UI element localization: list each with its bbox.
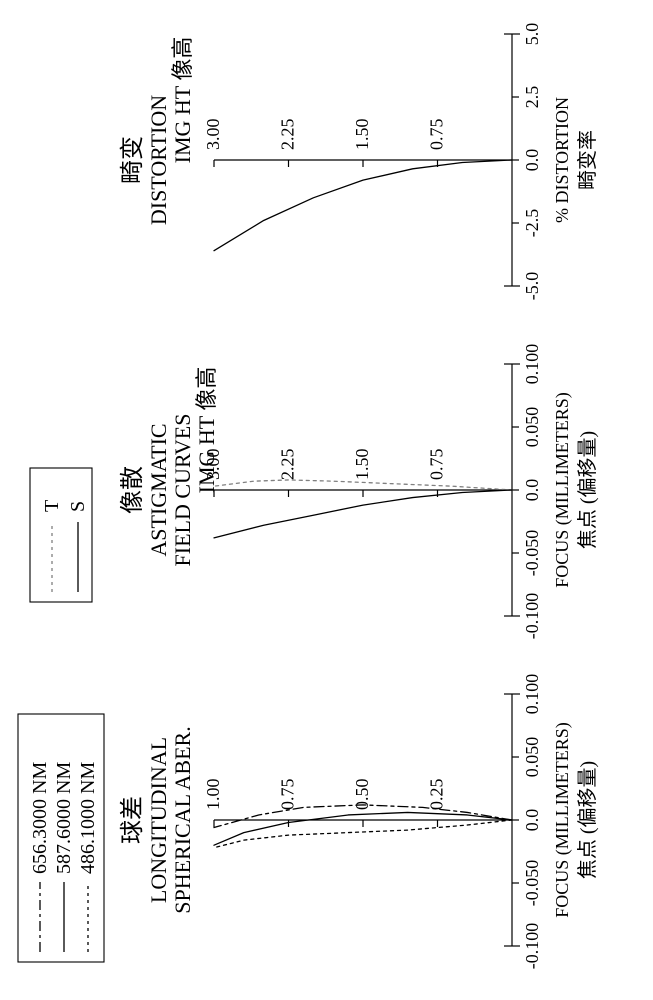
astig-xtick: 0.0 [522, 479, 542, 502]
legend-label: 486.1000 NM [77, 762, 99, 874]
astig-xtick: -0.100 [522, 593, 542, 640]
lsa-xtick: -0.100 [522, 923, 542, 970]
legend-label: T [41, 500, 63, 512]
lsa-ytick: 0.25 [427, 779, 447, 811]
astig-title-en: ASTIGMATIC [146, 423, 171, 556]
figure-canvas: 656.3000 NM587.6000 NM486.1000 NM TS 球差LON… [0, 0, 653, 1000]
lsa-title-en: LONGITUDINAL [146, 737, 171, 903]
astig-xtick: 0.050 [522, 407, 542, 448]
aberration-figure: 656.3000 NM587.6000 NM486.1000 NM TS 球差LON… [0, 0, 653, 1000]
dist-ytick: 1.50 [352, 119, 372, 151]
lsa-xlabel-cn: 焦点 (偏移量) [576, 761, 599, 879]
dist-imght: IMG HT 像高 [170, 37, 195, 164]
legend-label: S [67, 501, 89, 512]
lsa-ytick: 1.00 [203, 779, 223, 811]
dist-xtick: -5.0 [522, 272, 542, 301]
dist-xlabel-en: % DISTORTION [552, 97, 572, 223]
dist-title-cn: 畸变 [119, 136, 146, 184]
dist-xtick: 2.5 [522, 86, 542, 109]
dist-ytick: 3.00 [203, 119, 223, 151]
lsa-xtick: 0.100 [522, 674, 542, 715]
astig-xtick: 0.100 [522, 344, 542, 385]
astig-ytick: 0.75 [427, 449, 447, 481]
lsa-xtick: 0.0 [522, 809, 542, 832]
astig-ytick: 3.00 [203, 449, 223, 481]
astig-xlabel-en: FOCUS (MILLIMETERS) [552, 392, 573, 588]
dist-xtick: 5.0 [522, 23, 542, 46]
astig-ytick: 2.25 [278, 449, 298, 481]
dist-ytick: 2.25 [278, 119, 298, 151]
lsa-xtick: 0.050 [522, 737, 542, 778]
astig-xtick: -0.050 [522, 530, 542, 577]
ts-legend [30, 468, 92, 602]
legend-label: 656.3000 NM [29, 762, 51, 874]
astig-title-cn: 像散 [119, 466, 146, 514]
dist-ytick: 0.75 [427, 119, 447, 151]
astig-ytick: 1.50 [352, 449, 372, 481]
astig-title-en: FIELD CURVES [170, 414, 195, 567]
legend-label: 587.6000 NM [53, 762, 75, 874]
lsa-title-cn: 球差 [119, 796, 146, 844]
dist-xtick: -2.5 [522, 209, 542, 238]
lsa-ytick: 0.75 [278, 779, 298, 811]
dist-title-en: DISTORTION [146, 95, 171, 225]
dist-xlabel-cn: 畸变率 [576, 130, 599, 190]
lsa-title-en: SPHERICAL ABER. [170, 726, 195, 913]
lsa-xlabel-en: FOCUS (MILLIMETERS) [552, 722, 573, 918]
page: 656.3000 NM587.6000 NM486.1000 NM TS 球差LON… [0, 0, 653, 1000]
dist-xtick: 0.0 [522, 149, 542, 172]
astig-xlabel-cn: 焦点 (偏移量) [576, 431, 599, 549]
lsa-xtick: -0.050 [522, 860, 542, 907]
